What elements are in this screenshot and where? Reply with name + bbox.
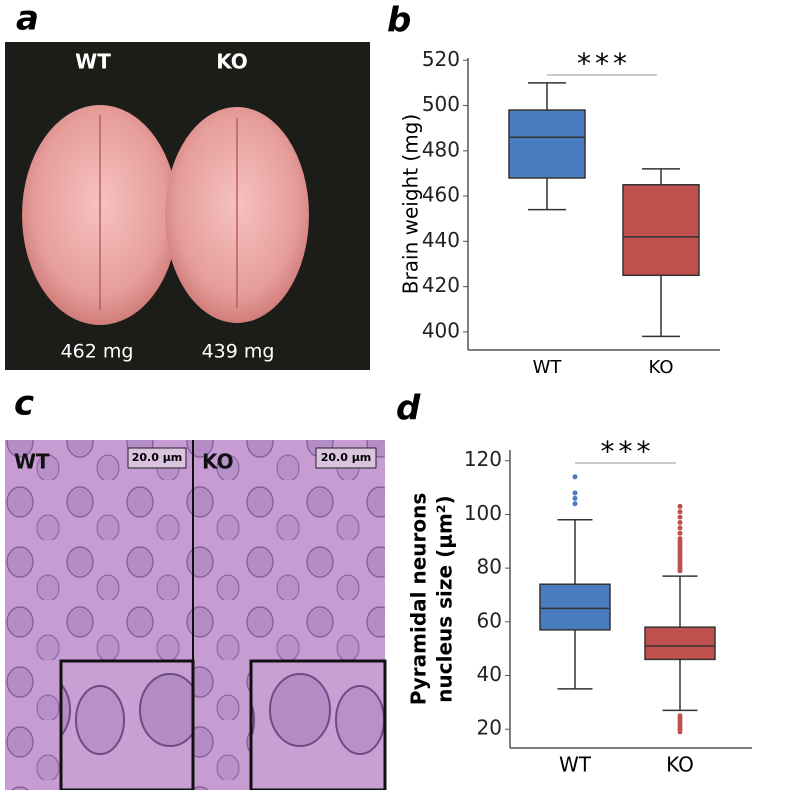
y-tick-label: 420 bbox=[422, 273, 460, 297]
panel-label: d bbox=[396, 389, 421, 429]
y-tick-label: 120 bbox=[464, 447, 502, 471]
outlier bbox=[677, 525, 683, 531]
outlier bbox=[677, 509, 683, 515]
y-tick-label: 80 bbox=[477, 555, 502, 579]
y-tick-label: 20 bbox=[477, 716, 502, 740]
significance: *** bbox=[601, 435, 655, 468]
panel-label: c bbox=[14, 384, 34, 424]
y-tick-label: 460 bbox=[422, 183, 460, 207]
weight-label: 462 mg bbox=[61, 341, 134, 363]
scale-bar: 20.0 μm bbox=[132, 451, 183, 464]
photo-label: KO bbox=[216, 50, 248, 74]
x-tick-label: KO bbox=[666, 753, 694, 777]
photo-a bbox=[5, 42, 370, 370]
y-tick-label: 100 bbox=[464, 501, 502, 525]
outlier bbox=[572, 501, 578, 507]
photo-label: WT bbox=[75, 50, 111, 74]
y-tick-label: 60 bbox=[477, 608, 502, 632]
y-tick-label: 500 bbox=[422, 92, 460, 116]
y-axis-label: nucleus size (μm²) bbox=[433, 495, 457, 702]
scale-bar: 20.0 μm bbox=[321, 451, 372, 464]
photo-c bbox=[5, 440, 387, 790]
photo-label: WT bbox=[14, 450, 50, 474]
x-tick-label: WT bbox=[533, 357, 563, 378]
outlier bbox=[677, 530, 683, 536]
y-tick-label: 440 bbox=[422, 228, 460, 252]
significance: *** bbox=[577, 47, 631, 80]
x-tick-label: KO bbox=[649, 357, 674, 378]
outlier bbox=[572, 474, 578, 480]
y-tick-label: 400 bbox=[422, 318, 460, 342]
outlier bbox=[677, 514, 683, 520]
box bbox=[508, 109, 586, 179]
photo-label: KO bbox=[202, 450, 234, 474]
weight-label: 439 mg bbox=[202, 341, 275, 363]
panel-label: b bbox=[387, 1, 411, 41]
outlier bbox=[677, 503, 683, 509]
outlier bbox=[572, 495, 578, 501]
outlier bbox=[572, 490, 578, 496]
y-axis-label: Pyramidal neurons bbox=[407, 493, 431, 706]
y-tick-label: 40 bbox=[477, 662, 502, 686]
box bbox=[622, 184, 700, 277]
outlier bbox=[677, 536, 683, 542]
panel-label: a bbox=[16, 0, 39, 39]
y-tick-label: 520 bbox=[422, 47, 460, 71]
y-tick-label: 480 bbox=[422, 137, 460, 161]
y-axis-label: Brain weight (mg) bbox=[399, 114, 423, 294]
outlier bbox=[677, 729, 683, 735]
box bbox=[539, 583, 611, 631]
x-tick-label: WT bbox=[559, 753, 592, 777]
outlier bbox=[677, 519, 683, 525]
box bbox=[644, 626, 716, 661]
